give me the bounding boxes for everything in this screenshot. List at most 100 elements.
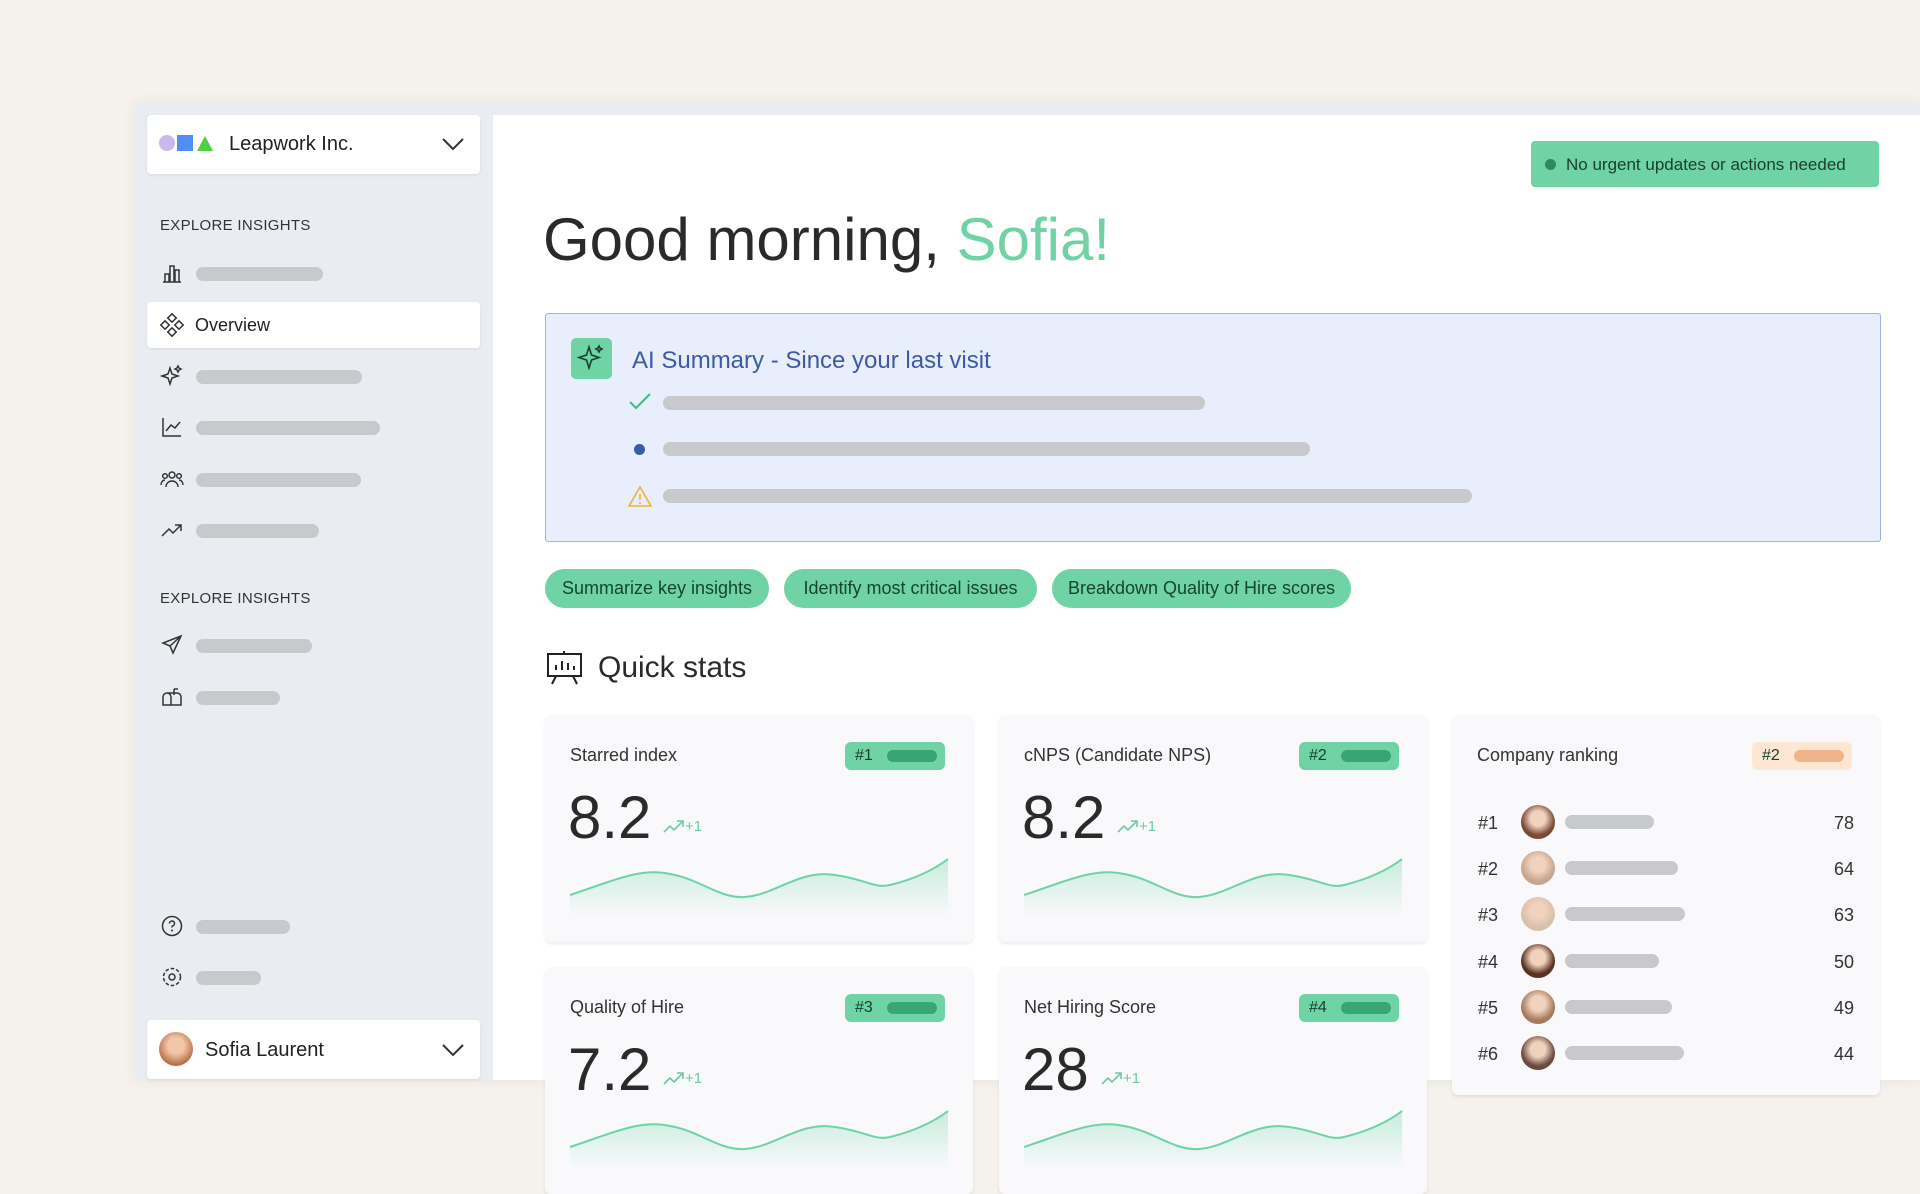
row-rank: #3 xyxy=(1478,905,1499,926)
nav-placeholder xyxy=(196,971,261,985)
stat-label: cNPS (Candidate NPS) xyxy=(1024,745,1212,765)
rank-bar xyxy=(1341,1002,1391,1014)
stat-value: 8.2 xyxy=(1022,784,1106,851)
row-score: 78 xyxy=(1833,813,1854,833)
nav-icon[interactable] xyxy=(160,415,184,439)
nav-placeholder xyxy=(196,267,323,281)
nav-icon[interactable] xyxy=(160,633,184,657)
settings-icon[interactable] xyxy=(160,965,184,989)
nav-icon[interactable] xyxy=(160,467,184,491)
delta-text: +1 xyxy=(1139,818,1157,835)
trend-icon xyxy=(1117,820,1138,833)
help-icon[interactable] xyxy=(160,914,184,938)
row-placeholder xyxy=(1565,953,1659,968)
stat-label: Quality of Hire xyxy=(570,997,685,1017)
prompt-chip[interactable]: Breakdown Quality of Hire scores xyxy=(1052,569,1351,608)
rank-text: #4 xyxy=(1309,999,1327,1016)
stat-label: Net Hiring Score xyxy=(1024,997,1157,1017)
row-placeholder xyxy=(1565,815,1654,829)
ranking-label: Company ranking xyxy=(1477,745,1619,765)
workspace-switcher[interactable]: Leapwork Inc. xyxy=(147,115,480,174)
trend-icon xyxy=(663,820,684,833)
stat-card[interactable]: Starred index #1 8.2 +1 xyxy=(545,715,973,942)
greeting: Good morning, Sofia! xyxy=(543,205,1110,274)
row-placeholder xyxy=(1565,907,1685,922)
ranking-row: #1 78 xyxy=(1478,805,1854,841)
ai-summary: AI Summary - Since your last visit xyxy=(545,313,1881,542)
nav-placeholder xyxy=(196,421,380,435)
row-avatar xyxy=(1521,897,1555,932)
user-avatar xyxy=(159,1032,193,1066)
delta-text: +1 xyxy=(685,1070,703,1087)
workspace-logo xyxy=(159,135,213,151)
stat-card[interactable]: cNPS (Candidate NPS) #2 8.2 +1 xyxy=(999,715,1427,942)
nav-item-active[interactable]: Overview xyxy=(147,302,480,348)
row-score: 50 xyxy=(1833,951,1854,972)
rank-pill: #2 xyxy=(1299,742,1399,770)
user-switcher[interactable]: Sofia Laurent xyxy=(147,1020,480,1079)
nav-label: Overview xyxy=(195,315,271,335)
ranking-row: #4 50 xyxy=(1478,943,1854,980)
nav-icon[interactable] xyxy=(160,685,184,709)
rank-pill: #3 xyxy=(845,994,945,1022)
page: Leapwork Inc. EXPLORE INSIGHTS Overview … xyxy=(135,103,1920,1194)
ai-summary-title: AI Summary - Since your last visit xyxy=(632,347,991,374)
sparkline xyxy=(570,858,949,917)
status-badge: No urgent updates or actions needed xyxy=(1531,141,1879,187)
nav-icon[interactable] xyxy=(160,364,184,388)
prompt-chip[interactable]: Identify most critical issues xyxy=(784,569,1037,608)
stat-delta: +1 xyxy=(663,1070,702,1087)
nav-icon[interactable] xyxy=(160,518,184,542)
sparkline xyxy=(1024,858,1403,917)
nav-placeholder xyxy=(196,920,290,934)
row-placeholder xyxy=(1565,999,1672,1014)
rank-bar xyxy=(887,750,937,762)
stat-label: Starred index xyxy=(570,745,678,765)
rank-bar xyxy=(1341,750,1391,762)
row-score: 64 xyxy=(1833,859,1854,880)
row-rank: #6 xyxy=(1478,1044,1499,1064)
sparkline xyxy=(570,1110,949,1169)
section-title: EXPLORE INSIGHTS xyxy=(160,217,311,234)
row-score: 44 xyxy=(1833,1044,1854,1064)
chevron xyxy=(442,138,464,151)
row-avatar xyxy=(1521,989,1555,1024)
summary-placeholder xyxy=(663,442,1310,456)
rank-pill: #1 xyxy=(845,742,945,770)
status-dot xyxy=(1545,159,1556,170)
greeting-name: Sofia! xyxy=(956,206,1110,273)
ranking-row: #2 64 xyxy=(1478,851,1854,887)
rank-pill: #4 xyxy=(1299,994,1399,1022)
nav-placeholder xyxy=(196,473,361,487)
chevron xyxy=(442,1044,464,1057)
stat-value: 8.2 xyxy=(568,784,652,851)
sparkline xyxy=(1024,1110,1403,1169)
bullet xyxy=(634,444,645,455)
nav-icon[interactable] xyxy=(160,261,184,285)
warning-icon xyxy=(628,485,652,507)
prompt-chip[interactable]: Summarize key insights xyxy=(545,569,769,608)
summary-placeholder xyxy=(663,396,1205,410)
stats-icon xyxy=(547,651,582,685)
status-text: No urgent updates or actions needed xyxy=(1566,155,1846,174)
nav-placeholder xyxy=(196,524,319,538)
user-name: Sofia Laurent xyxy=(205,1039,324,1061)
stat-delta: +1 xyxy=(663,818,702,835)
section-title: EXPLORE INSIGHTS xyxy=(160,590,311,607)
stat-card[interactable]: Net Hiring Score #4 28 +1 xyxy=(999,967,1427,1194)
workspace-name: Leapwork Inc. xyxy=(229,133,354,155)
stat-card[interactable]: Quality of Hire #3 7.2 +1 xyxy=(545,967,973,1194)
rank-text: #1 xyxy=(855,747,873,764)
row-avatar xyxy=(1521,805,1555,839)
row-rank: #2 xyxy=(1478,859,1499,880)
ranking-card: Company ranking #2 #1 78 #2 64 #3 63 #4 50 #5 49 #… xyxy=(1452,715,1880,1095)
ranking-row: #3 63 xyxy=(1478,897,1854,933)
summary-placeholder xyxy=(663,489,1472,503)
row-avatar xyxy=(1521,1036,1555,1070)
nav-placeholder xyxy=(196,639,312,653)
ranking-row: #5 49 xyxy=(1478,989,1854,1026)
check-icon xyxy=(629,393,651,410)
stat-delta: +1 xyxy=(1101,1070,1140,1087)
row-avatar xyxy=(1521,851,1555,886)
trend-icon xyxy=(1101,1072,1122,1085)
